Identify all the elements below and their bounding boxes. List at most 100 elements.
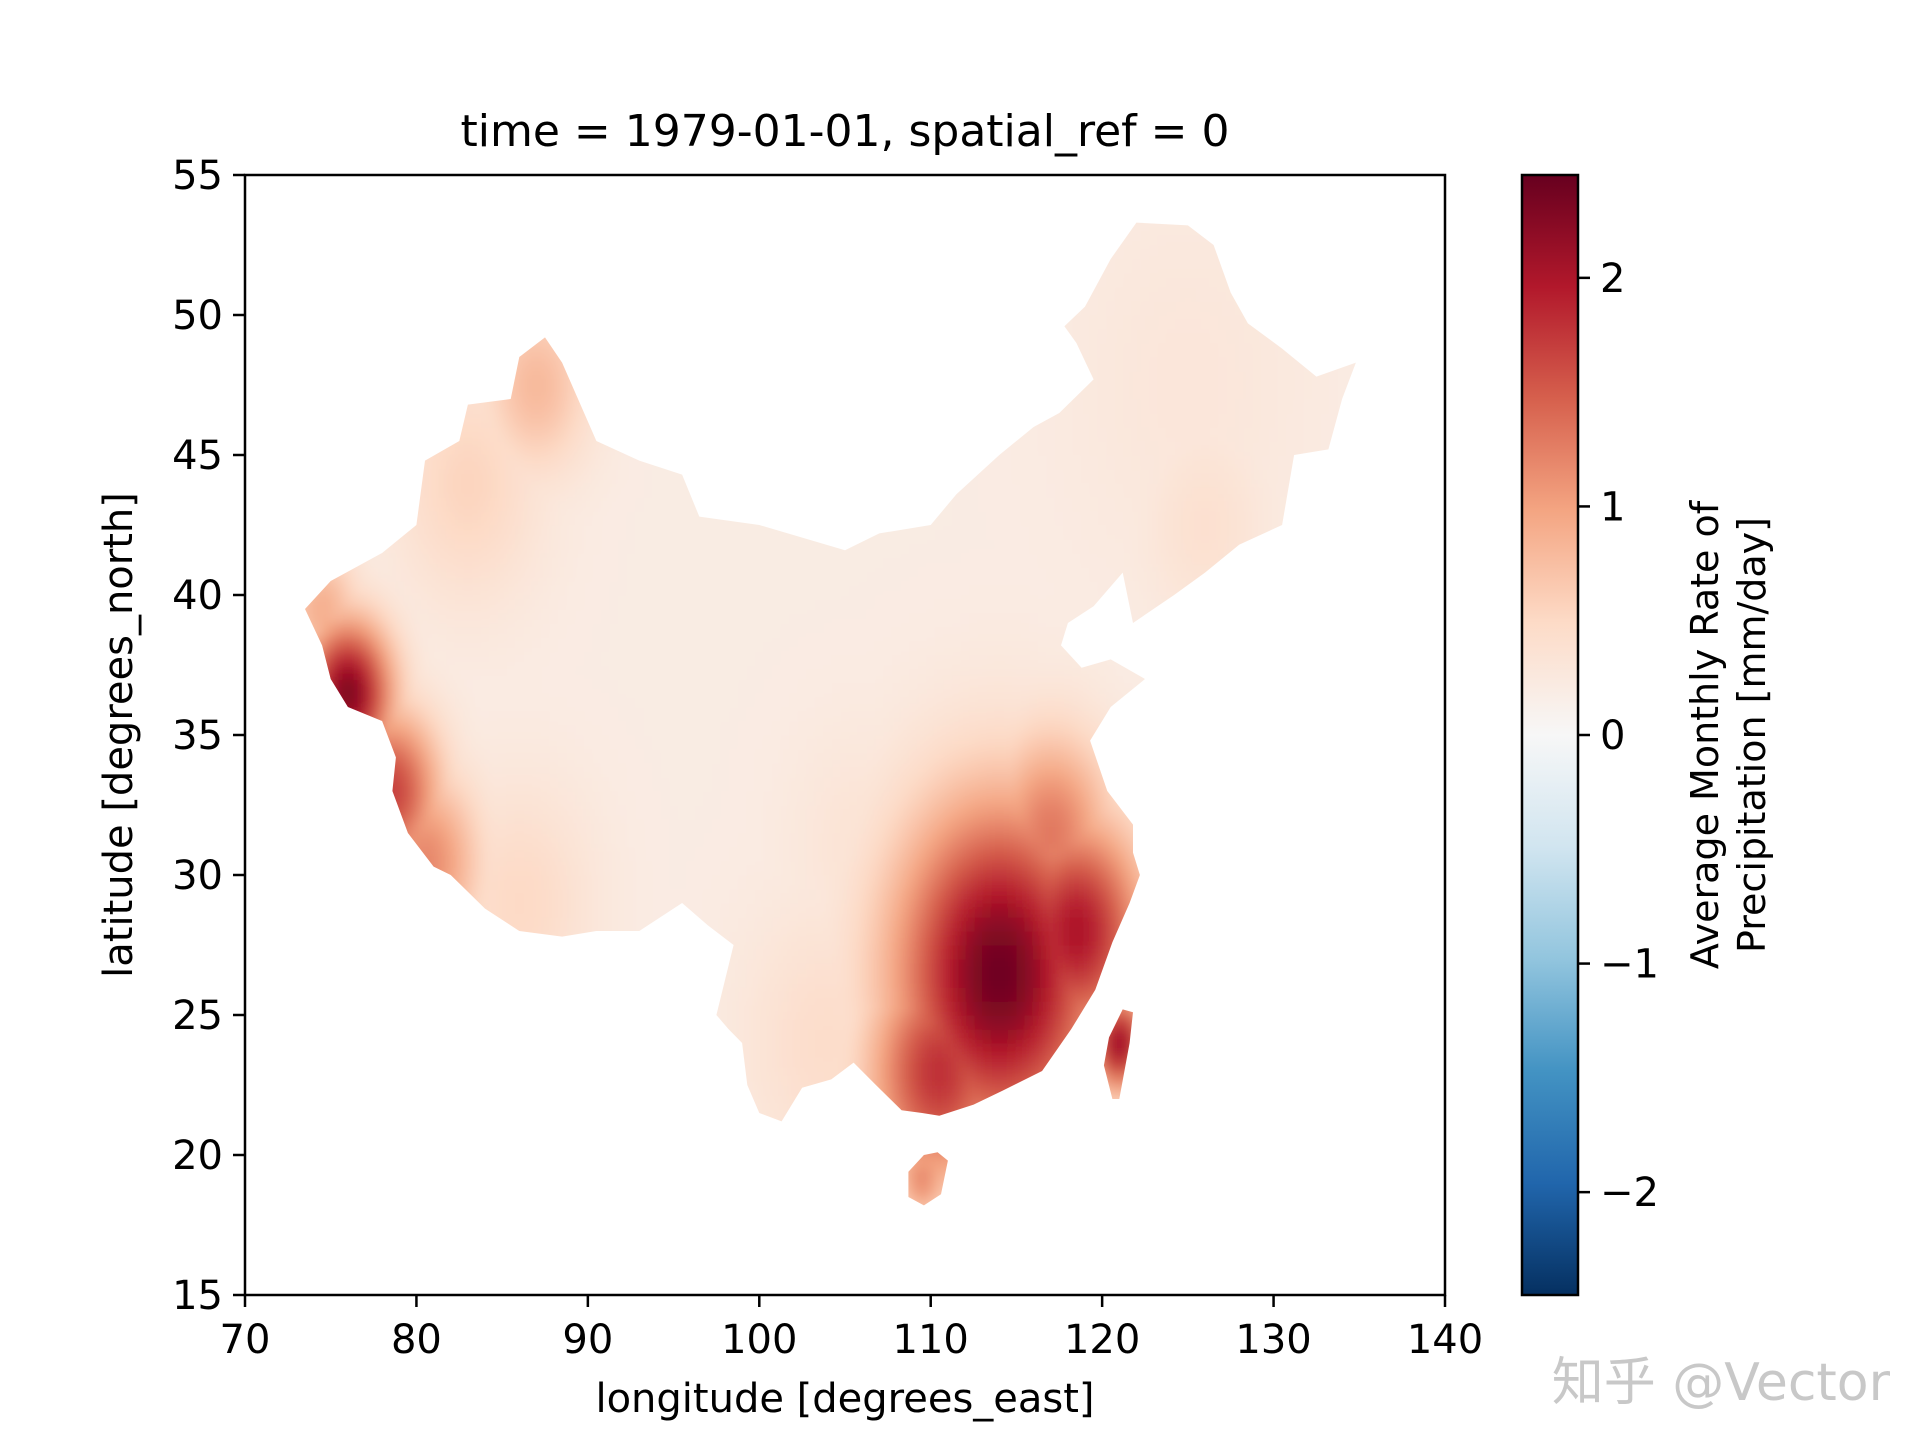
heatmap-cell [802,833,812,848]
heatmap-cell [579,721,589,736]
heatmap-cell [819,735,829,750]
heatmap-cell [399,609,409,624]
heatmap-cell [836,889,846,904]
heatmap-cell [536,861,546,876]
heatmap-cell [690,847,700,862]
heatmap-cell [493,525,503,540]
heatmap-cell [373,609,383,624]
heatmap-cell [570,497,580,512]
heatmap-cell [707,595,718,610]
heatmap-cell [810,861,820,876]
heatmap-cell [407,707,418,722]
heatmap-cell [425,693,435,708]
heatmap-cell [562,427,572,442]
heatmap-cell [536,553,546,568]
heatmap-cell [665,763,675,778]
heatmap-cell [827,693,838,708]
heatmap-cell [562,707,572,722]
heatmap-cell [630,763,640,778]
heatmap-cell [399,693,409,708]
heatmap-cell [776,567,786,582]
heatmap-cell [690,553,700,568]
heatmap-cell [442,679,452,694]
heatmap-cell [416,525,426,540]
heatmap-cell [647,861,658,876]
heatmap-cell [485,721,495,736]
heatmap-cell [759,693,769,708]
heatmap-cell [407,665,418,680]
heatmap-cell [485,651,495,666]
heatmap-cell [570,539,580,554]
heatmap-cell [742,581,752,596]
heatmap-cell [536,455,546,470]
heatmap-cell [656,623,666,638]
heatmap-cell [605,609,615,624]
heatmap-cell [502,777,512,792]
heatmap-cell [536,483,546,498]
heatmap-cell [527,693,538,708]
heatmap-cell [347,651,358,666]
heatmap-cell [459,665,469,680]
heatmap-cell [656,721,666,736]
heatmap-cell [322,623,332,638]
heatmap-cell [725,987,735,1002]
heatmap-cell [493,651,503,666]
heatmap-cell [785,1085,795,1100]
heatmap-cell [776,1057,786,1072]
heatmap-cell [690,875,700,890]
heatmap-cell [647,721,658,736]
heatmap-cell [390,609,400,624]
heatmap-cell [630,917,640,932]
heatmap-cell [656,777,666,792]
heatmap-cell [605,889,615,904]
heatmap-cell [767,679,778,694]
heatmap-cell [750,707,760,722]
heatmap-cell [750,567,760,582]
heatmap-cell [725,749,735,764]
heatmap-cell [776,665,786,680]
heatmap-cell [630,805,640,820]
heatmap-cell [373,623,383,638]
heatmap-cell [545,525,555,540]
heatmap-cell [785,679,795,694]
heatmap-cell [836,735,846,750]
heatmap-cell [613,763,623,778]
heatmap-cell [836,903,846,918]
heatmap-cell [527,749,538,764]
heatmap-cell [570,427,580,442]
heatmap-cell [673,693,683,708]
heatmap-cell [553,707,563,722]
heatmap-cell [793,847,803,862]
heatmap-cell [605,511,615,526]
heatmap-cell [587,693,598,708]
heatmap-cell [759,637,769,652]
heatmap-cell [467,721,478,736]
heatmap-cell [767,1057,778,1072]
heatmap-cell [647,777,658,792]
heatmap-cell [587,791,598,806]
heatmap-cell [425,847,435,862]
heatmap-cell [407,763,418,778]
heatmap-cell [656,637,666,652]
heatmap-cell [716,539,726,554]
heatmap-cell [553,469,563,484]
heatmap-cell [673,721,683,736]
heatmap-cell [802,1015,812,1030]
heatmap-cell [390,791,400,806]
heatmap-cell [450,525,460,540]
heatmap-cell [587,609,598,624]
heatmap-cell [630,791,640,806]
heatmap-cell [759,777,769,792]
heatmap-cell [536,441,546,456]
heatmap-cell [682,749,692,764]
heatmap-cell [425,805,435,820]
heatmap-cell [699,637,709,652]
heatmap-cell [690,609,700,624]
heatmap-cell [733,1015,743,1030]
heatmap-cell [767,819,778,834]
heatmap-cell [553,385,563,400]
heatmap-cell [699,567,709,582]
heatmap-cell [673,777,683,792]
heatmap-cell [776,651,786,666]
heatmap-cell [407,637,418,652]
